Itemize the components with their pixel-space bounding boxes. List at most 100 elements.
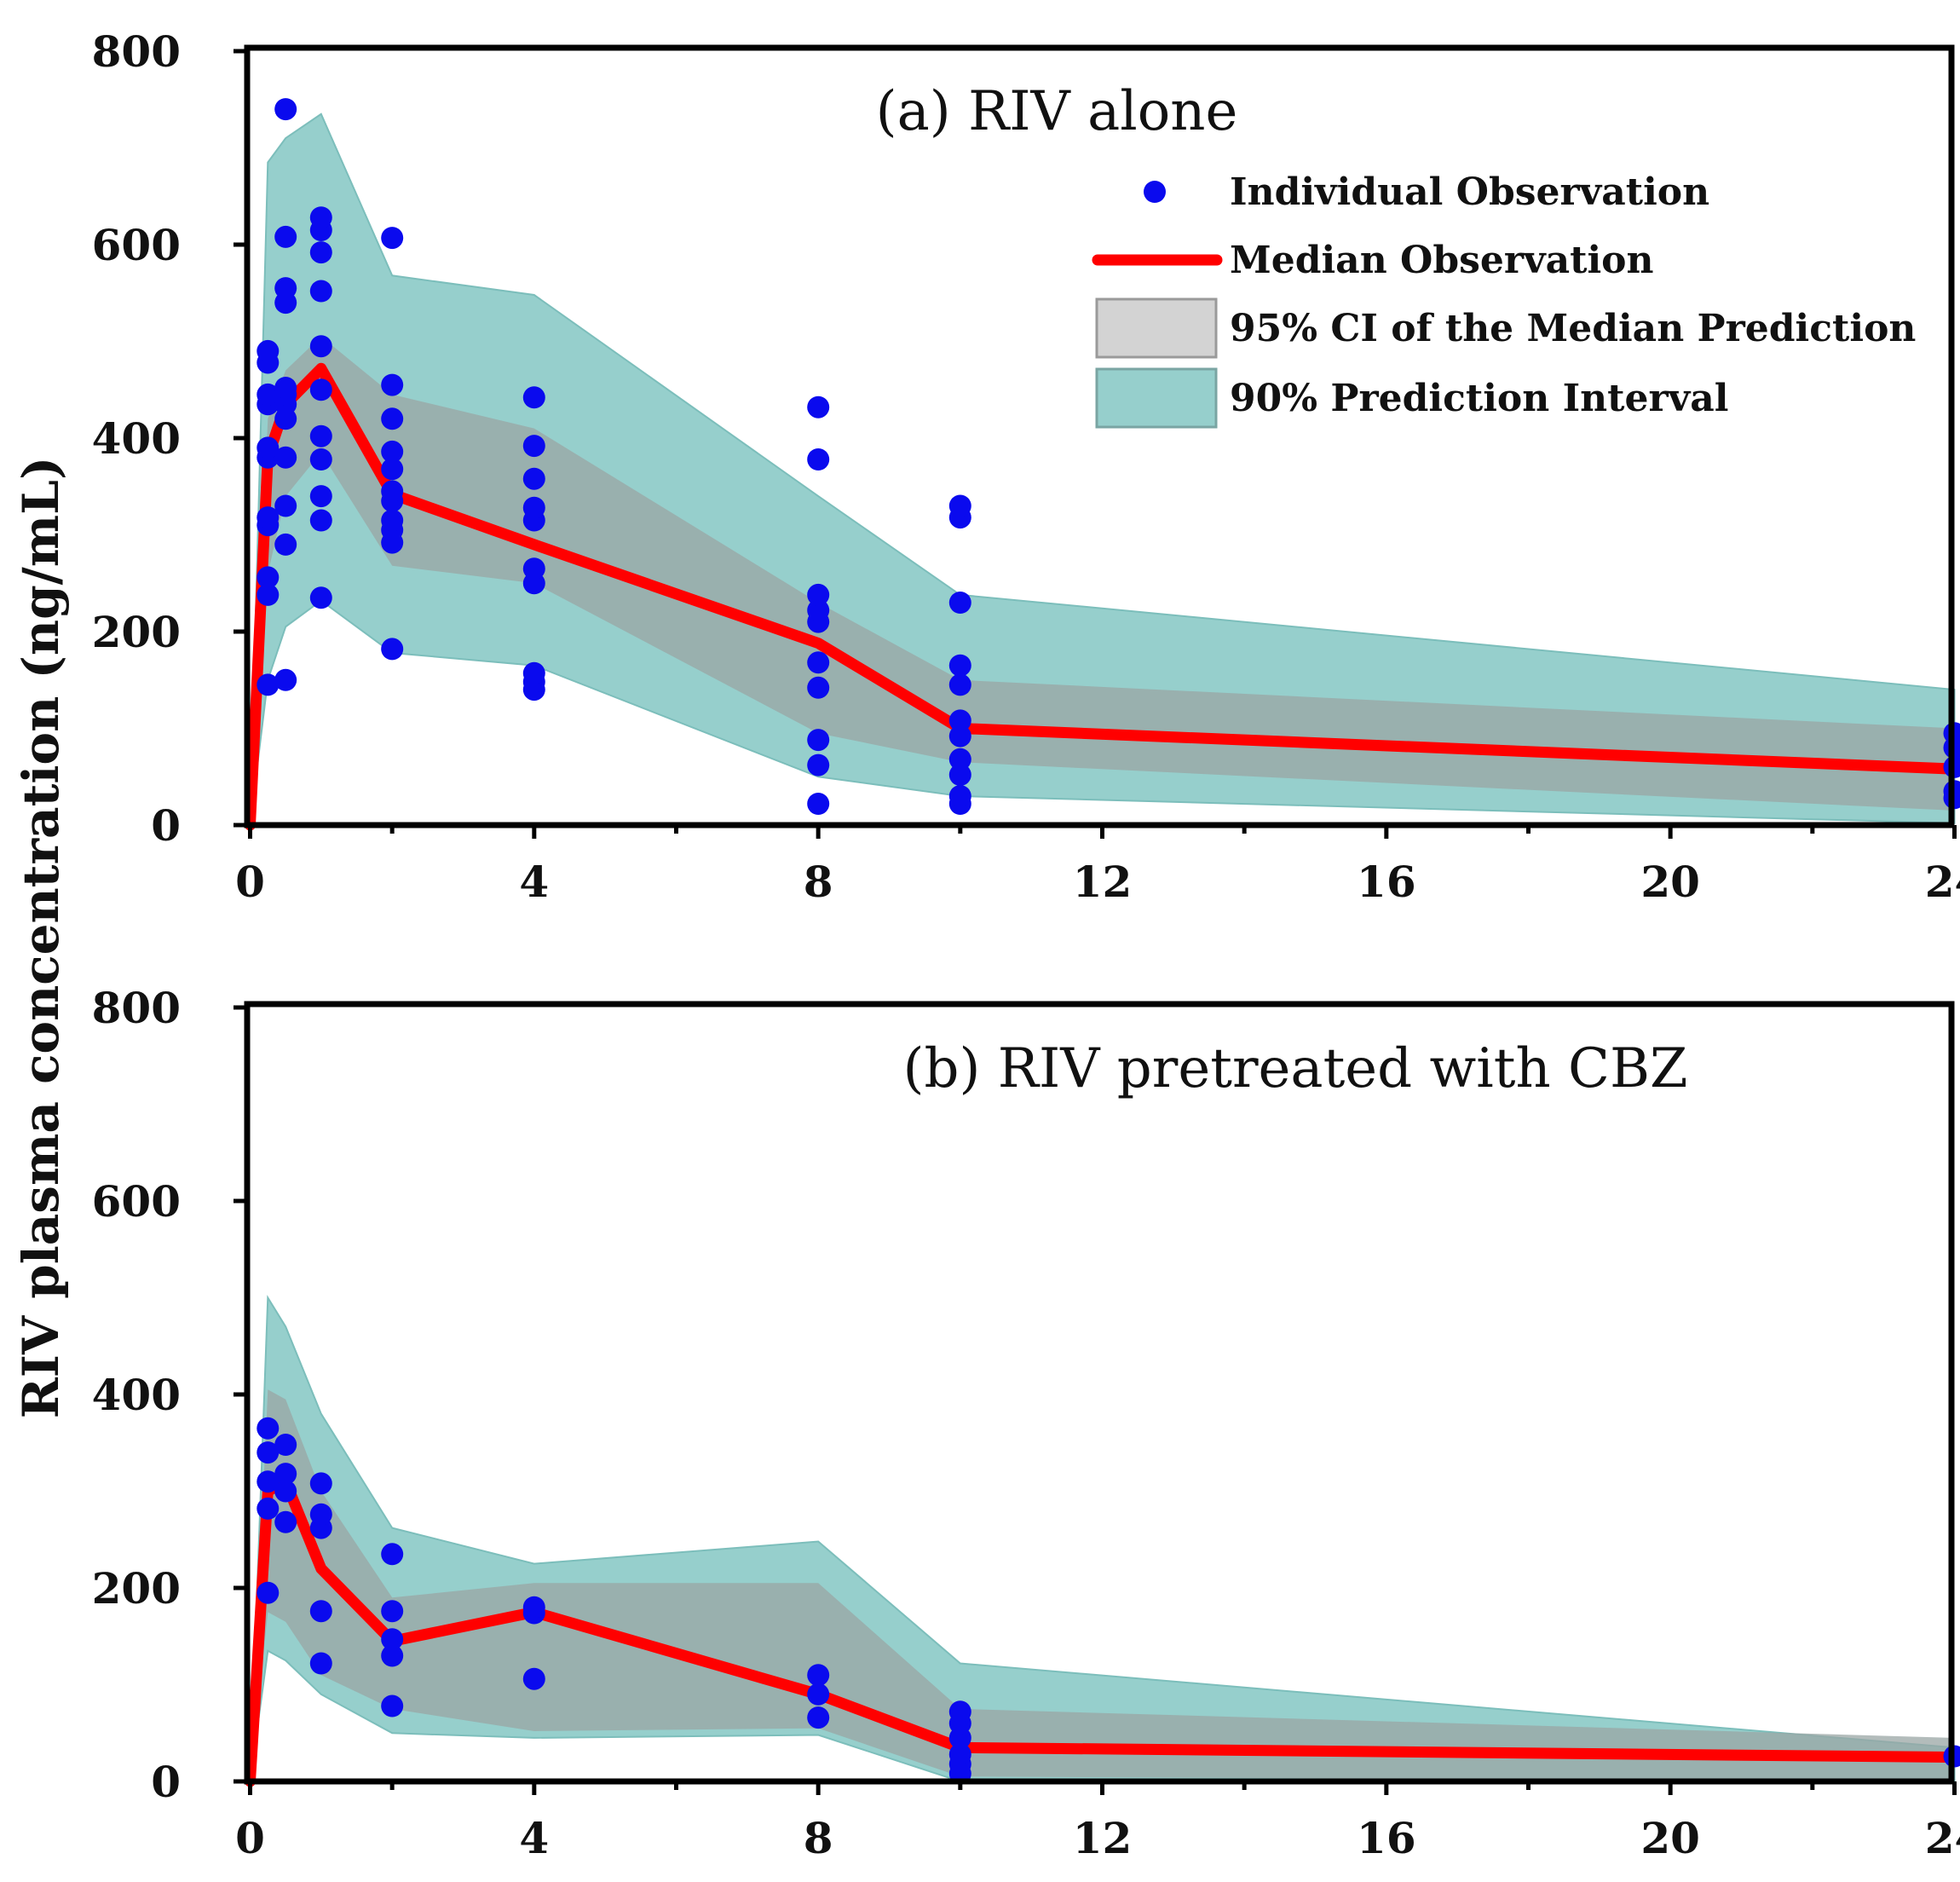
- panel-a-observation-point: [257, 339, 280, 362]
- panel-a-observation-point: [274, 494, 297, 517]
- panel-b-x-tick-label: 24: [1925, 1813, 1960, 1863]
- legend-individual-marker: [1144, 181, 1166, 203]
- panel-b-observation-point: [522, 1596, 545, 1619]
- panel-a-observation-point: [381, 458, 404, 481]
- panel-a-observation-point: [522, 467, 545, 490]
- panel-a-observation-point: [257, 583, 280, 606]
- panel-b-observation-point: [257, 1581, 280, 1604]
- panel-a-y-tick-label: 400: [92, 413, 181, 464]
- panel-b-observation-point: [257, 1497, 280, 1520]
- panel-b-x-tick-label: 20: [1640, 1813, 1700, 1863]
- panel-b-observation-point: [807, 1664, 830, 1687]
- panel-a-observation-point: [309, 335, 332, 358]
- panel-a-x-tick-label: 12: [1073, 857, 1133, 907]
- panel-a-observation-point: [381, 440, 404, 463]
- panel-a-title: (a) RIV alone: [876, 80, 1238, 143]
- panel-b-ci95-band: [250, 1389, 1955, 1781]
- panel-b-y-tick-label: 400: [92, 1370, 181, 1420]
- panel-a-observation-point: [522, 557, 545, 580]
- panel-b-observation-point: [381, 1628, 404, 1651]
- panel-b-x-tick-label: 0: [235, 1813, 265, 1863]
- panel-a-observation-point: [807, 448, 830, 470]
- panel-b-observation-point: [257, 1470, 280, 1493]
- y-axis-title: RIV plasma concentration (ng/mL): [12, 457, 70, 1419]
- panel-b-observation-point: [807, 1706, 830, 1729]
- panel-a-observation-point: [807, 676, 830, 699]
- panel-a-y-tick-label: 200: [92, 607, 181, 657]
- panel-a-observation-point: [381, 407, 404, 430]
- panel-a-observation-point: [522, 435, 545, 458]
- panel-a-observation-point: [522, 496, 545, 519]
- panel-b-observation-point: [257, 1417, 280, 1440]
- panel-a-y-tick-label: 600: [92, 220, 181, 270]
- panel-b-y-tick-label: 600: [92, 1176, 181, 1227]
- panel-b-observation-point: [381, 1600, 404, 1623]
- panel-b-observation-point: [381, 1644, 404, 1667]
- legend-item-pi90: 90% Prediction Interval: [1095, 367, 1728, 429]
- panel-a-x-tick-label: 24: [1925, 857, 1960, 907]
- panel-a-observation-point: [274, 533, 297, 556]
- legend-item-median: Median Observation: [1092, 239, 1654, 282]
- panel-a-observation-point: [948, 785, 971, 807]
- panel-b-observation-point: [807, 1683, 830, 1706]
- panel-a-observation-point: [274, 446, 297, 469]
- legend-individual-label: Individual Observation: [1230, 170, 1709, 214]
- panel-a-observation-point: [257, 383, 280, 406]
- panel-a-observation-point: [381, 373, 404, 396]
- panel-a-observation-point: [257, 436, 280, 459]
- panel-a-observation-point: [807, 583, 830, 606]
- panel-b-x-tick-label: 12: [1073, 1813, 1133, 1863]
- legend-item-ci95: 95% CI of the Median Prediction: [1095, 297, 1916, 359]
- panel-a-observation-point: [381, 638, 404, 661]
- panel-a-observation-point: [522, 661, 545, 684]
- panel-a-y-tick-label: 800: [92, 26, 181, 77]
- panel-a-observation-point: [948, 709, 971, 732]
- panel-b-observation-point: [948, 1700, 971, 1723]
- legend: Individual Observation Median Observatio…: [1092, 170, 1916, 429]
- panel-b-y-tick-label: 0: [151, 1757, 181, 1807]
- panel-b-observation-point: [309, 1600, 332, 1623]
- panel-a-x-tick-label: 8: [804, 857, 833, 907]
- panel-a-observation-point: [274, 668, 297, 691]
- panel-b-observation-point: [381, 1543, 404, 1566]
- panel-b-x-tick-label: 4: [519, 1813, 549, 1863]
- panel-a-observation-point: [807, 729, 830, 752]
- panel-a-observation-point: [309, 509, 332, 532]
- panel-b-y-tick-label: 200: [92, 1563, 181, 1614]
- panel-a-observation-point: [948, 494, 971, 517]
- panel-b-x-tick-label: 16: [1357, 1813, 1416, 1863]
- legend-median-label: Median Observation: [1230, 239, 1654, 282]
- panel-b-observation-point: [381, 1694, 404, 1717]
- panel-b-observation-point: [309, 1472, 332, 1495]
- panel-a-observation-point: [309, 424, 332, 447]
- panel-a-observation-point: [807, 793, 830, 815]
- panel-a-observation-point: [309, 448, 332, 470]
- panel-b-observation-point: [274, 1480, 297, 1503]
- legend-pi90-label: 90% Prediction Interval: [1230, 377, 1728, 420]
- panel-b-observation-point: [274, 1463, 297, 1486]
- panel-a-observation-point: [522, 386, 545, 409]
- panel-a-observation-point: [257, 506, 280, 529]
- panel-b-x-tick-label: 8: [804, 1813, 833, 1863]
- panel-a-observation-point: [381, 509, 404, 532]
- panel-a-observation-point: [948, 592, 971, 614]
- panel-a-observation-point: [274, 225, 297, 248]
- panel-a-observation-point: [257, 673, 280, 696]
- panel-a-observation-point: [948, 725, 971, 748]
- panel-a-observation-point: [274, 98, 297, 121]
- panel-b-observation-point: [309, 1652, 332, 1675]
- panel-b-ticks: 0 4 8 12 16 20 24 0 200 400 600 800: [92, 983, 1960, 1863]
- panel-a-observation-point: [309, 241, 332, 264]
- panel-a-x-tick-label: 20: [1640, 857, 1700, 907]
- legend-item-individual: Individual Observation: [1144, 170, 1709, 214]
- panel-a-observation-point: [257, 566, 280, 589]
- panel-a-observation-point: [309, 586, 332, 609]
- panel-a-x-tick-label: 4: [519, 857, 549, 907]
- panel-a-x-tick-label: 16: [1357, 857, 1416, 907]
- panel-a-observation-point: [948, 673, 971, 696]
- panel-a-observation-point: [381, 227, 404, 250]
- panel-b-observation-point: [309, 1503, 332, 1526]
- panel-a-observation-point: [948, 764, 971, 786]
- panel-b: 0 4 8 12 16 20 24 0 200 400 600 800 (b) RIV pretrea…: [92, 983, 1960, 1863]
- legend-pi90-swatch: [1095, 367, 1218, 429]
